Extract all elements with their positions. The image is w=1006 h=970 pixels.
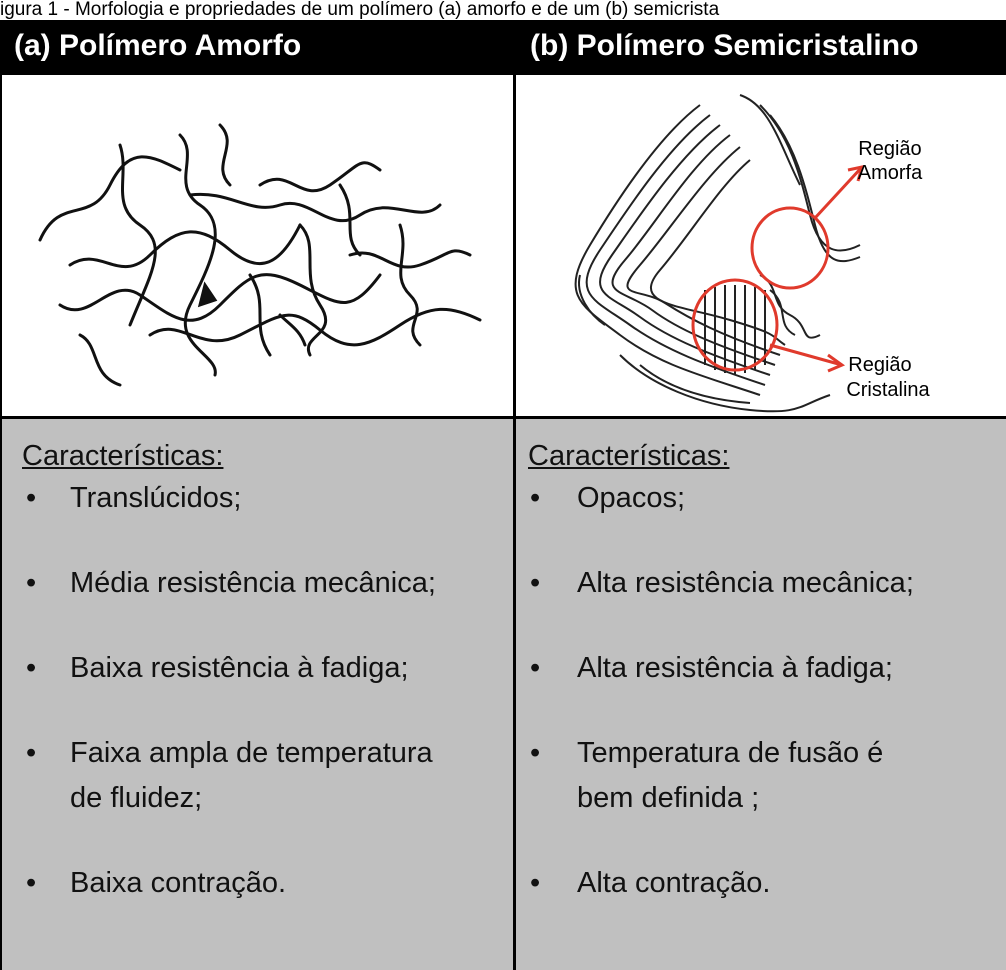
- bullet: •: [530, 567, 541, 599]
- illustrations: Região Amorfa Região Cristalina: [38, 94, 931, 413]
- region-label: Amorfa: [858, 162, 923, 184]
- item-text: Translúcidos;: [70, 482, 242, 514]
- row-divider: [0, 416, 1006, 419]
- item-text: Média resistência mecânica;: [70, 567, 436, 599]
- item-text: Baixa resistência à fadiga;: [70, 652, 409, 684]
- region-markers: [691, 165, 865, 373]
- bullet: •: [530, 652, 541, 684]
- item-text: Temperatura de fusão é: [577, 737, 884, 769]
- heading: Características:: [528, 440, 730, 472]
- text-cell: [516, 418, 1006, 970]
- amorphous-chains: [38, 123, 482, 387]
- caption: igura 1 - Morfologia e propriedades de u…: [0, 0, 720, 20]
- bullet: •: [530, 737, 541, 769]
- bullet: •: [26, 867, 37, 899]
- bullet: •: [530, 867, 541, 899]
- item-text: bem definida ;: [577, 782, 760, 814]
- image-cell: [0, 75, 514, 418]
- bullet: •: [26, 482, 37, 514]
- text-cell: [0, 418, 514, 970]
- column-title: (b) Polímero Semicristalino: [516, 20, 1006, 75]
- item-text: Alta resistência mecânica;: [577, 567, 914, 599]
- region-label: Região: [848, 354, 911, 376]
- column-divider: [513, 20, 516, 970]
- item-text: Baixa contração.: [70, 867, 287, 899]
- bullet: •: [26, 567, 37, 599]
- item-text: Faixa ampla de temperatura: [70, 737, 433, 769]
- item-text: Alta contração.: [577, 867, 771, 899]
- item-text: Opacos;: [577, 482, 685, 514]
- heading: Características:: [22, 440, 224, 472]
- bullet: •: [26, 737, 37, 769]
- crystalline-lamellae: [704, 285, 766, 375]
- item-text: de fluidez;: [70, 782, 203, 814]
- bullet: •: [26, 652, 37, 684]
- region-label: Região: [858, 138, 921, 160]
- semicrystalline-chains: [574, 94, 861, 413]
- border: [0, 20, 2, 970]
- region-label: Cristalina: [846, 379, 930, 401]
- column-title: (a) Polímero Amorfo: [0, 20, 514, 75]
- item-text: Alta resistência à fadiga;: [577, 652, 893, 684]
- bullet: •: [530, 482, 541, 514]
